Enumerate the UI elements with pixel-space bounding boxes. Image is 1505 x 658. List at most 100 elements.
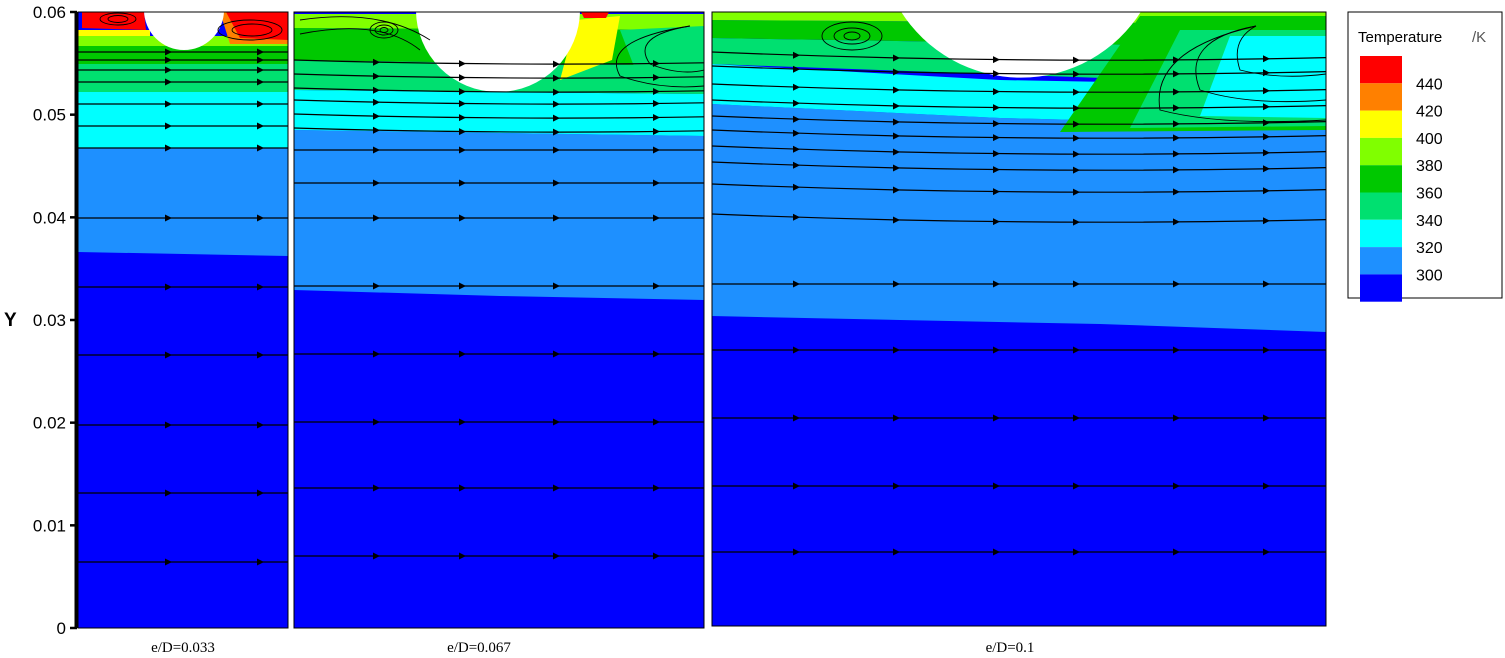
stream-arrow bbox=[793, 213, 800, 221]
stream-arrow bbox=[165, 214, 172, 222]
stream-arrow bbox=[793, 482, 800, 490]
legend-title: Temperature bbox=[1358, 29, 1442, 46]
stream-arrow bbox=[1173, 150, 1180, 158]
stream-arrow bbox=[1073, 280, 1080, 288]
stream-arrow bbox=[553, 282, 560, 290]
stream-arrow bbox=[1263, 414, 1270, 422]
stream-arrow bbox=[373, 552, 380, 560]
stream-arrow bbox=[793, 115, 800, 123]
stream-arrow bbox=[1263, 482, 1270, 490]
stream-arrow bbox=[553, 214, 560, 222]
stream-arrow bbox=[1173, 188, 1180, 196]
stream-arrow bbox=[553, 179, 560, 187]
band-340 bbox=[78, 92, 288, 148]
stream-arrow bbox=[1073, 482, 1080, 490]
stream-arrow bbox=[1263, 280, 1270, 288]
panel-e-d-0-033 bbox=[78, 12, 288, 628]
y-tick-label: 0.04 bbox=[33, 208, 66, 227]
stream-arrow bbox=[653, 59, 660, 67]
stream-arrow bbox=[459, 114, 466, 122]
stream-arrow bbox=[1073, 548, 1080, 556]
stream-arrow bbox=[653, 484, 660, 492]
stream-arrow bbox=[893, 118, 900, 126]
legend-label: 340 bbox=[1416, 213, 1443, 230]
stream-arrow bbox=[257, 558, 264, 566]
stream-arrow bbox=[553, 552, 560, 560]
stream-arrow bbox=[1073, 150, 1080, 158]
legend-swatch bbox=[1360, 83, 1402, 111]
stream-arrow bbox=[373, 98, 380, 106]
stream-arrow bbox=[993, 166, 1000, 174]
band-340 bbox=[294, 90, 704, 136]
legend-swatch bbox=[1360, 56, 1402, 84]
stream-arrow bbox=[1073, 104, 1080, 112]
stream-arrow bbox=[459, 88, 466, 96]
stream-arrow bbox=[373, 484, 380, 492]
stream-arrow bbox=[459, 418, 466, 426]
stream-arrow bbox=[793, 548, 800, 556]
streamlines-2 bbox=[712, 51, 1326, 556]
y-axis: 0 0.01 0.02 0.03 0.04 0.05 0.06 Y bbox=[4, 3, 78, 638]
stream-arrow bbox=[165, 122, 172, 130]
stream-arrow bbox=[257, 56, 264, 64]
stream-arrow bbox=[893, 414, 900, 422]
stream-arrow bbox=[1173, 166, 1180, 174]
panel-e-d-0-1 bbox=[712, 12, 1326, 626]
stream-arrow bbox=[459, 552, 466, 560]
stream-arrow bbox=[1073, 414, 1080, 422]
stream-arrow bbox=[257, 214, 264, 222]
stream-arrow bbox=[1263, 87, 1270, 95]
stream-arrow bbox=[793, 346, 800, 354]
stream-arrow bbox=[373, 126, 380, 134]
legend: Temperature /K 440 420 400 380 360 340 320 300 bbox=[1347, 11, 1503, 302]
stream-arrow bbox=[459, 60, 466, 68]
stream-arrow bbox=[257, 351, 264, 359]
stream-arrow bbox=[653, 99, 660, 107]
stream-arrow bbox=[553, 128, 560, 136]
stream-arrow bbox=[257, 489, 264, 497]
streamline bbox=[294, 113, 704, 119]
stream-arrow bbox=[459, 179, 466, 187]
stream-arrow bbox=[1073, 88, 1080, 96]
stream-arrow bbox=[1073, 120, 1080, 128]
stream-arrow bbox=[893, 102, 900, 110]
stream-arrow bbox=[373, 179, 380, 187]
stream-arrow bbox=[165, 421, 172, 429]
stream-arrow bbox=[373, 58, 380, 66]
stream-arrow bbox=[653, 179, 660, 187]
streamlines-1 bbox=[294, 58, 704, 560]
stream-arrow bbox=[1073, 188, 1080, 196]
band-420 bbox=[78, 30, 150, 36]
stream-arrow bbox=[993, 482, 1000, 490]
stream-arrow bbox=[1173, 414, 1180, 422]
band-360-right bbox=[620, 26, 704, 82]
legend-unit: /K bbox=[1472, 29, 1486, 46]
stream-arrow bbox=[459, 74, 466, 82]
stream-arrow bbox=[993, 188, 1000, 196]
stream-arrow bbox=[553, 114, 560, 122]
stream-arrow bbox=[1173, 548, 1180, 556]
stream-arrow bbox=[793, 51, 800, 59]
stream-arrow bbox=[893, 86, 900, 94]
stream-arrow bbox=[653, 552, 660, 560]
stream-arrow bbox=[165, 66, 172, 74]
stream-arrow bbox=[257, 421, 264, 429]
vortex-0 bbox=[99, 12, 283, 41]
stream-arrow bbox=[553, 484, 560, 492]
stream-arrow bbox=[459, 100, 466, 108]
stream-arrow bbox=[1173, 482, 1180, 490]
stream-arrow bbox=[793, 183, 800, 191]
y-tick-label: 0 bbox=[57, 619, 66, 638]
stream-arrow bbox=[553, 60, 560, 68]
stream-arrow bbox=[993, 70, 1000, 78]
legend-label: 320 bbox=[1416, 240, 1443, 257]
stream-arrow bbox=[1173, 88, 1180, 96]
stream-arrow bbox=[793, 83, 800, 91]
stream-arrow bbox=[257, 122, 264, 130]
stream-arrow bbox=[893, 548, 900, 556]
streamlines-0 bbox=[78, 48, 288, 566]
stream-arrow bbox=[553, 100, 560, 108]
stream-arrow bbox=[257, 100, 264, 108]
stream-arrow bbox=[257, 78, 264, 86]
